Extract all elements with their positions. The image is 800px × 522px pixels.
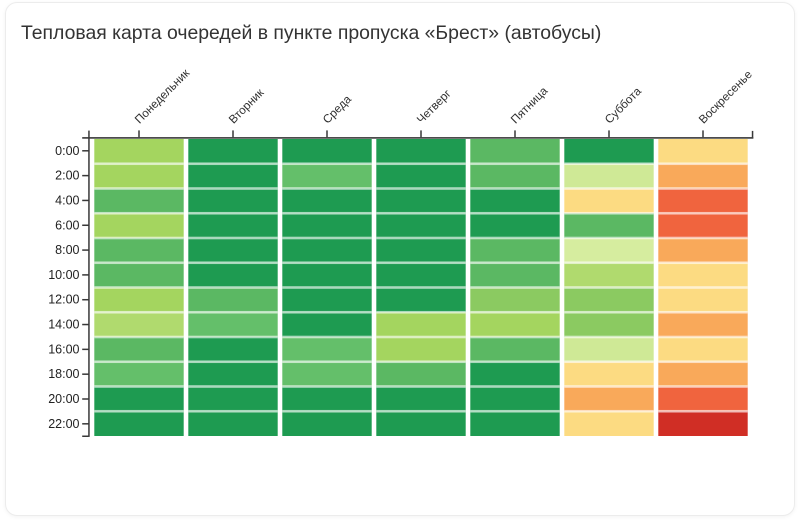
svg-text:2:00: 2:00: [55, 169, 79, 183]
svg-text:Пятница: Пятница: [508, 84, 550, 126]
svg-text:0:00: 0:00: [55, 144, 79, 158]
svg-text:14:00: 14:00: [48, 318, 79, 332]
svg-text:8:00: 8:00: [55, 243, 79, 257]
svg-text:Тепловая карта очередей в пунк: Тепловая карта очередей в пункте пропуск…: [21, 22, 601, 44]
svg-text:Воскресенье: Воскресенье: [696, 68, 754, 126]
svg-text:Вторник: Вторник: [226, 86, 267, 127]
svg-text:22:00: 22:00: [48, 417, 79, 431]
svg-text:16:00: 16:00: [48, 342, 79, 356]
svg-text:12:00: 12:00: [48, 293, 79, 307]
svg-text:20:00: 20:00: [48, 392, 79, 406]
svg-text:Среда: Среда: [320, 92, 354, 126]
svg-text:18:00: 18:00: [48, 367, 79, 381]
svg-text:Понедельник: Понедельник: [132, 66, 192, 126]
svg-text:10:00: 10:00: [48, 268, 79, 282]
svg-text:Четверг: Четверг: [414, 87, 453, 126]
svg-text:4:00: 4:00: [55, 193, 79, 207]
svg-text:Суббота: Суббота: [602, 85, 644, 127]
svg-text:6:00: 6:00: [55, 218, 79, 232]
